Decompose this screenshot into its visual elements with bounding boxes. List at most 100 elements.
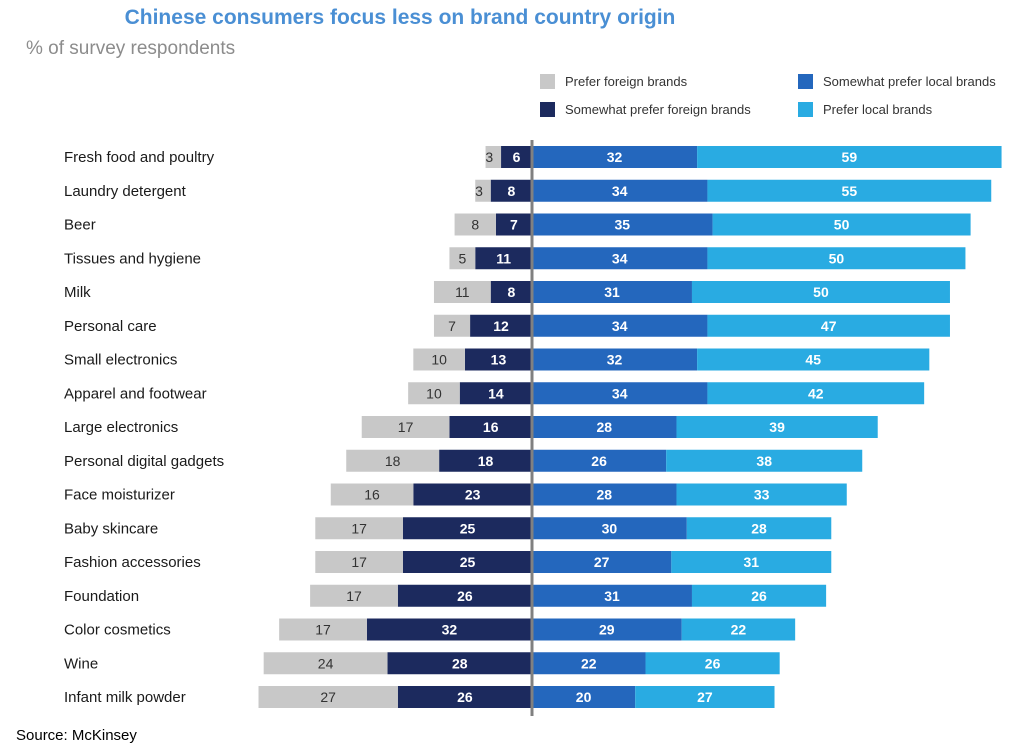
data-label-prefer-local-brands-fresh-food-and-poultry: 59 xyxy=(842,149,858,165)
data-label-prefer-foreign-brands-milk: 11 xyxy=(455,284,470,300)
bar-somewhat-prefer-foreign-brands-color-cosmetics xyxy=(366,618,532,641)
data-label-somewhat-prefer-foreign-brands-color-cosmetics: 32 xyxy=(442,622,458,638)
data-label-somewhat-prefer-local-brands-infant-milk-powder: 20 xyxy=(576,689,592,705)
legend-label-somewhat-local: Somewhat prefer local brands xyxy=(823,74,996,89)
data-label-prefer-local-brands-foundation: 26 xyxy=(751,588,767,604)
bar-prefer-foreign-brands-foundation xyxy=(310,584,398,607)
category-label-small-electronics: Small electronics xyxy=(64,352,177,369)
source-note: Source: McKinsey xyxy=(16,727,137,744)
data-label-somewhat-prefer-foreign-brands-apparel-and-footwear: 14 xyxy=(488,385,504,401)
data-label-prefer-foreign-brands-fresh-food-and-poultry: 3 xyxy=(485,149,493,165)
bar-prefer-local-brands-foundation xyxy=(691,584,827,607)
bar-prefer-foreign-brands-fresh-food-and-poultry xyxy=(485,146,502,168)
data-label-prefer-local-brands-milk: 50 xyxy=(813,284,829,300)
bar-prefer-local-brands-tissues-and-hygiene xyxy=(707,247,966,270)
category-label-large-electronics: Large electronics xyxy=(64,419,178,436)
bar-somewhat-prefer-foreign-brands-wine xyxy=(387,652,532,675)
data-label-prefer-local-brands-laundry-detergent: 55 xyxy=(842,183,858,199)
category-label-color-cosmetics: Color cosmetics xyxy=(64,622,171,639)
bar-somewhat-prefer-foreign-brands-foundation xyxy=(397,584,532,607)
bar-prefer-local-brands-color-cosmetics xyxy=(681,618,796,641)
data-label-prefer-foreign-brands-large-electronics: 17 xyxy=(398,419,414,435)
category-label-face-moisturizer: Face moisturizer xyxy=(64,487,175,504)
legend-label-prefer-local: Prefer local brands xyxy=(823,102,933,117)
data-label-prefer-foreign-brands-beer: 8 xyxy=(471,217,479,233)
bar-prefer-foreign-brands-color-cosmetics xyxy=(279,618,367,641)
bar-somewhat-prefer-local-brands-beer xyxy=(532,213,713,236)
data-label-somewhat-prefer-local-brands-apparel-and-footwear: 34 xyxy=(612,385,628,401)
bar-somewhat-prefer-local-brands-large-electronics xyxy=(532,416,677,438)
chart-title: Chinese consumers focus less on brand co… xyxy=(124,6,676,29)
legend-item-somewhat-foreign: Somewhat prefer foreign brands xyxy=(540,102,751,117)
data-label-prefer-foreign-brands-personal-care: 7 xyxy=(448,318,456,334)
bar-somewhat-prefer-foreign-brands-infant-milk-powder xyxy=(397,686,532,708)
data-label-prefer-local-brands-large-electronics: 39 xyxy=(769,419,785,435)
category-label-milk: Milk xyxy=(64,284,91,301)
bar-prefer-foreign-brands-infant-milk-powder xyxy=(258,686,398,708)
data-label-prefer-local-brands-tissues-and-hygiene: 50 xyxy=(829,250,845,266)
data-label-somewhat-prefer-foreign-brands-large-electronics: 16 xyxy=(483,419,499,435)
bar-somewhat-prefer-local-brands-baby-skincare xyxy=(532,517,687,540)
legend-item-prefer-foreign: Prefer foreign brands xyxy=(540,74,687,89)
bar-prefer-local-brands-milk xyxy=(691,281,950,303)
category-label-foundation: Foundation xyxy=(64,588,139,605)
data-label-somewhat-prefer-local-brands-personal-digital-gadgets: 26 xyxy=(591,453,607,469)
data-label-somewhat-prefer-local-brands-beer: 35 xyxy=(615,217,631,233)
bar-somewhat-prefer-local-brands-personal-care xyxy=(532,314,708,337)
data-label-prefer-foreign-brands-color-cosmetics: 17 xyxy=(315,622,331,638)
bar-somewhat-prefer-foreign-brands-face-moisturizer xyxy=(413,483,532,506)
legend-item-prefer-local: Prefer local brands xyxy=(798,102,932,117)
bar-prefer-local-brands-personal-care xyxy=(707,314,950,337)
data-label-prefer-local-brands-wine: 26 xyxy=(705,655,721,671)
data-label-prefer-local-brands-face-moisturizer: 33 xyxy=(754,487,770,503)
data-label-prefer-foreign-brands-infant-milk-powder: 27 xyxy=(320,689,336,705)
legend-label-prefer-foreign: Prefer foreign brands xyxy=(565,74,688,89)
data-label-somewhat-prefer-foreign-brands-tissues-and-hygiene: 11 xyxy=(496,250,511,266)
bar-somewhat-prefer-local-brands-fashion-accessories xyxy=(532,551,672,573)
bar-somewhat-prefer-foreign-brands-fashion-accessories xyxy=(403,551,532,573)
data-label-somewhat-prefer-local-brands-laundry-detergent: 34 xyxy=(612,183,628,199)
bar-somewhat-prefer-local-brands-wine xyxy=(532,652,646,675)
data-label-prefer-foreign-brands-apparel-and-footwear: 10 xyxy=(426,385,442,401)
bar-prefer-foreign-brands-personal-digital-gadgets xyxy=(346,449,440,472)
bar-somewhat-prefer-local-brands-laundry-detergent xyxy=(532,179,708,202)
data-label-prefer-foreign-brands-personal-digital-gadgets: 18 xyxy=(385,453,401,469)
bar-prefer-local-brands-face-moisturizer xyxy=(676,483,847,506)
bar-somewhat-prefer-local-brands-apparel-and-footwear xyxy=(532,382,708,405)
data-label-prefer-foreign-brands-laundry-detergent: 3 xyxy=(475,183,483,199)
data-label-somewhat-prefer-local-brands-foundation: 31 xyxy=(604,588,620,604)
bar-somewhat-prefer-local-brands-personal-digital-gadgets xyxy=(532,449,667,472)
data-label-somewhat-prefer-local-brands-fashion-accessories: 27 xyxy=(594,554,610,570)
data-label-somewhat-prefer-local-brands-small-electronics: 32 xyxy=(607,352,623,368)
category-label-fresh-food-and-poultry: Fresh food and poultry xyxy=(64,149,215,166)
data-label-somewhat-prefer-foreign-brands-milk: 8 xyxy=(507,284,515,300)
data-label-somewhat-prefer-local-brands-milk: 31 xyxy=(604,284,620,300)
data-label-prefer-foreign-brands-wine: 24 xyxy=(318,655,334,671)
bar-somewhat-prefer-foreign-brands-tissues-and-hygiene xyxy=(475,247,532,270)
data-label-somewhat-prefer-local-brands-color-cosmetics: 29 xyxy=(599,622,615,638)
bar-prefer-foreign-brands-wine xyxy=(263,652,388,675)
bar-somewhat-prefer-foreign-brands-fresh-food-and-poultry xyxy=(501,146,532,168)
category-label-fashion-accessories: Fashion accessories xyxy=(64,554,201,571)
bar-prefer-local-brands-fresh-food-and-poultry xyxy=(697,146,1002,168)
bar-somewhat-prefer-local-brands-fresh-food-and-poultry xyxy=(532,146,698,168)
data-label-somewhat-prefer-foreign-brands-personal-care: 12 xyxy=(493,318,509,334)
data-label-somewhat-prefer-foreign-brands-personal-digital-gadgets: 18 xyxy=(478,453,494,469)
data-label-prefer-local-brands-beer: 50 xyxy=(834,217,850,233)
data-label-somewhat-prefer-local-brands-large-electronics: 28 xyxy=(596,419,612,435)
bar-somewhat-prefer-local-brands-tissues-and-hygiene xyxy=(532,247,708,270)
bar-prefer-foreign-brands-large-electronics xyxy=(361,416,450,438)
category-label-beer: Beer xyxy=(64,217,96,234)
data-label-prefer-foreign-brands-foundation: 17 xyxy=(346,588,362,604)
data-label-somewhat-prefer-foreign-brands-fashion-accessories: 25 xyxy=(460,554,476,570)
data-label-somewhat-prefer-foreign-brands-wine: 28 xyxy=(452,655,468,671)
bar-somewhat-prefer-local-brands-color-cosmetics xyxy=(532,618,682,641)
data-label-prefer-local-brands-apparel-and-footwear: 42 xyxy=(808,385,824,401)
category-label-baby-skincare: Baby skincare xyxy=(64,520,158,537)
legend-swatch-somewhat-foreign xyxy=(540,102,555,117)
bar-prefer-local-brands-personal-digital-gadgets xyxy=(666,449,863,472)
bar-prefer-foreign-brands-small-electronics xyxy=(413,348,465,371)
data-label-somewhat-prefer-local-brands-personal-care: 34 xyxy=(612,318,628,334)
data-label-somewhat-prefer-foreign-brands-face-moisturizer: 23 xyxy=(465,487,481,503)
